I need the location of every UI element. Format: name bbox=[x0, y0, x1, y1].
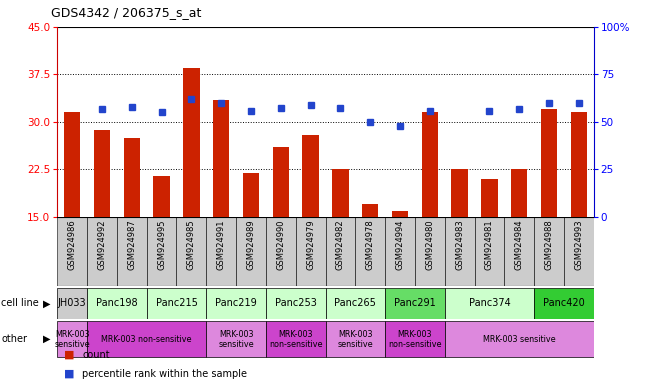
Text: GSM924993: GSM924993 bbox=[574, 219, 583, 270]
Text: Panc420: Panc420 bbox=[543, 298, 585, 308]
Bar bbox=[146, 217, 176, 286]
Text: Panc265: Panc265 bbox=[335, 298, 376, 308]
Text: Panc374: Panc374 bbox=[469, 298, 510, 308]
Text: Panc215: Panc215 bbox=[156, 298, 197, 308]
Text: Panc219: Panc219 bbox=[215, 298, 257, 308]
Bar bbox=[183, 68, 200, 217]
Bar bbox=[564, 217, 594, 286]
Text: JH033: JH033 bbox=[58, 298, 87, 308]
Text: MRK-003
non-sensitive: MRK-003 non-sensitive bbox=[388, 329, 441, 349]
Text: GSM924978: GSM924978 bbox=[366, 219, 375, 270]
Bar bbox=[213, 100, 229, 217]
Bar bbox=[296, 217, 326, 286]
Bar bbox=[243, 173, 259, 217]
Text: GSM924985: GSM924985 bbox=[187, 219, 196, 270]
Bar bbox=[415, 217, 445, 286]
Text: GSM924986: GSM924986 bbox=[68, 219, 77, 270]
Text: GSM924983: GSM924983 bbox=[455, 219, 464, 270]
Bar bbox=[266, 288, 326, 319]
Bar bbox=[154, 176, 170, 217]
Bar bbox=[206, 217, 236, 286]
Text: MRK-003 non-sensitive: MRK-003 non-sensitive bbox=[102, 335, 192, 344]
Bar bbox=[146, 288, 206, 319]
Text: cell line: cell line bbox=[1, 298, 39, 308]
Bar bbox=[206, 288, 266, 319]
Bar bbox=[326, 217, 355, 286]
Bar bbox=[87, 321, 206, 357]
Bar bbox=[451, 169, 468, 217]
Text: GSM924984: GSM924984 bbox=[515, 219, 523, 270]
Text: GSM924988: GSM924988 bbox=[544, 219, 553, 270]
Bar bbox=[87, 217, 117, 286]
Text: ■: ■ bbox=[64, 350, 74, 360]
Text: MRK-003
sensitive: MRK-003 sensitive bbox=[337, 329, 373, 349]
Bar bbox=[94, 129, 110, 217]
Bar bbox=[57, 321, 87, 357]
Text: ▶: ▶ bbox=[43, 298, 51, 308]
Text: MRK-003
sensitive: MRK-003 sensitive bbox=[55, 329, 90, 349]
Text: GSM924991: GSM924991 bbox=[217, 219, 226, 270]
Bar bbox=[332, 169, 348, 217]
Text: ▶: ▶ bbox=[43, 334, 51, 344]
Text: GSM924994: GSM924994 bbox=[396, 219, 404, 270]
Bar bbox=[273, 147, 289, 217]
Text: GSM924995: GSM924995 bbox=[157, 219, 166, 270]
Text: GSM924990: GSM924990 bbox=[276, 219, 285, 270]
Bar bbox=[385, 217, 415, 286]
Bar bbox=[117, 217, 146, 286]
Text: Panc198: Panc198 bbox=[96, 298, 138, 308]
Text: GSM924992: GSM924992 bbox=[98, 219, 107, 270]
Bar bbox=[176, 217, 206, 286]
Bar bbox=[475, 217, 505, 286]
Bar bbox=[571, 113, 587, 217]
Bar bbox=[266, 321, 326, 357]
Bar bbox=[481, 179, 497, 217]
Bar bbox=[505, 217, 534, 286]
Bar bbox=[445, 217, 475, 286]
Bar bbox=[445, 288, 534, 319]
Bar bbox=[236, 217, 266, 286]
Bar bbox=[57, 217, 87, 286]
Text: percentile rank within the sample: percentile rank within the sample bbox=[82, 369, 247, 379]
Text: count: count bbox=[82, 350, 109, 360]
Text: Panc253: Panc253 bbox=[275, 298, 316, 308]
Bar bbox=[124, 138, 140, 217]
Bar bbox=[326, 288, 385, 319]
Text: MRK-003
non-sensitive: MRK-003 non-sensitive bbox=[269, 329, 322, 349]
Bar bbox=[266, 217, 296, 286]
Text: GSM924987: GSM924987 bbox=[128, 219, 136, 270]
Bar bbox=[326, 321, 385, 357]
Text: MRK-003 sensitive: MRK-003 sensitive bbox=[483, 335, 555, 344]
Bar bbox=[385, 288, 445, 319]
Text: GSM924989: GSM924989 bbox=[247, 219, 255, 270]
Bar bbox=[87, 288, 146, 319]
Text: GSM924982: GSM924982 bbox=[336, 219, 345, 270]
Bar bbox=[541, 109, 557, 217]
Text: GSM924981: GSM924981 bbox=[485, 219, 494, 270]
Bar bbox=[355, 217, 385, 286]
Bar bbox=[385, 321, 445, 357]
Bar bbox=[64, 113, 80, 217]
Bar bbox=[206, 321, 266, 357]
Bar bbox=[303, 135, 319, 217]
Bar bbox=[392, 211, 408, 217]
Text: GSM924980: GSM924980 bbox=[425, 219, 434, 270]
Bar bbox=[445, 321, 594, 357]
Bar bbox=[534, 217, 564, 286]
Text: ■: ■ bbox=[64, 369, 74, 379]
Text: MRK-003
sensitive: MRK-003 sensitive bbox=[218, 329, 254, 349]
Bar bbox=[362, 204, 378, 217]
Bar bbox=[534, 288, 594, 319]
Bar bbox=[511, 169, 527, 217]
Text: Panc291: Panc291 bbox=[394, 298, 436, 308]
Bar bbox=[422, 113, 438, 217]
Text: other: other bbox=[1, 334, 27, 344]
Text: GSM924979: GSM924979 bbox=[306, 219, 315, 270]
Text: GDS4342 / 206375_s_at: GDS4342 / 206375_s_at bbox=[51, 6, 201, 19]
Bar bbox=[57, 288, 87, 319]
